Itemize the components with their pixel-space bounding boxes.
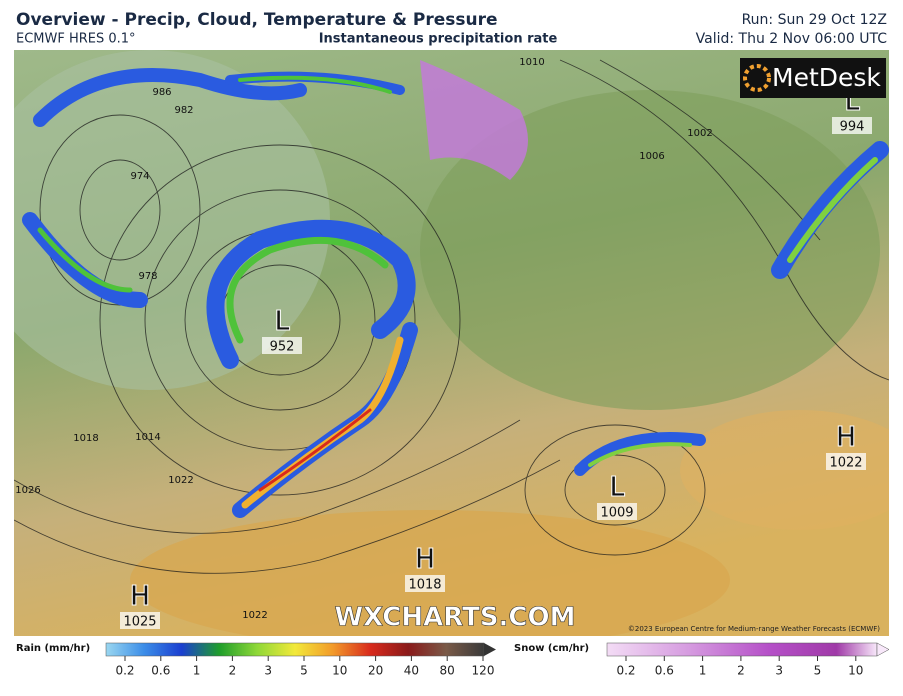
product: Instantaneous precipitation rate <box>319 32 558 47</box>
isobar-label: 1026 <box>15 485 40 496</box>
center-box <box>597 503 637 520</box>
center-value: 952 <box>270 340 295 355</box>
center-box <box>262 337 302 354</box>
rain-tick-label: 5 <box>300 664 308 678</box>
isobar-label: 1018 <box>73 433 98 444</box>
rain-tick-label: 120 <box>472 664 495 678</box>
snow-tick-label: 5 <box>814 664 822 678</box>
rain-legend-title: Rain (mm/hr) <box>16 643 90 654</box>
snow-legend-title: Snow (cm/hr) <box>514 643 589 654</box>
center-value: 1018 <box>408 578 441 593</box>
run: Run: Sun 29 Oct 12Z <box>742 12 887 28</box>
center-box <box>120 612 160 629</box>
isobar-label: 974 <box>130 171 149 182</box>
rain-arrow <box>484 643 496 656</box>
center-letter: H <box>415 545 435 575</box>
snow-tick-label: 0.2 <box>616 664 635 678</box>
isobar-label: 982 <box>174 105 193 116</box>
rain-tick-label: 1 <box>193 664 201 678</box>
center-letter: L <box>610 473 625 503</box>
isobar-label: 1006 <box>639 151 664 162</box>
logo: MetDesk <box>772 63 881 92</box>
center-letter: H <box>130 582 150 612</box>
center-letter: L <box>275 307 290 337</box>
center-value: 994 <box>840 120 865 135</box>
snow-tick-label: 2 <box>737 664 745 678</box>
isobar-label: 1014 <box>135 432 160 443</box>
rain-tick-label: 80 <box>440 664 455 678</box>
rain-tick-label: 0.2 <box>115 664 134 678</box>
isobar-label: 1022 <box>242 610 267 621</box>
isobar-label: 1002 <box>687 128 712 139</box>
copyright: ©2023 European Centre for Medium-range W… <box>628 625 880 633</box>
isobar-label: 1010 <box>519 57 544 68</box>
rain-tick-label: 20 <box>368 664 383 678</box>
rain-tick-label: 2 <box>229 664 237 678</box>
rain-tick-label: 10 <box>332 664 347 678</box>
snow-tick-label: 1 <box>699 664 707 678</box>
isobar-label: 986 <box>152 87 171 98</box>
model: ECMWF HRES 0.1° <box>16 32 136 47</box>
isobar-label: 1022 <box>168 475 193 486</box>
center-box <box>832 117 872 134</box>
center-box <box>405 575 445 592</box>
map: L994H1022L952L1009H1018H1025101010021006… <box>14 50 889 636</box>
snow-arrow <box>876 642 890 657</box>
snow-colorbar <box>606 642 878 657</box>
snow-tick-label: 3 <box>775 664 783 678</box>
center-value: 1022 <box>829 456 862 471</box>
rain-tick-label: 3 <box>264 664 272 678</box>
rain-colorbar <box>105 642 485 657</box>
logo-icon <box>743 64 771 92</box>
watermark: WXCHARTS.COM <box>334 603 575 633</box>
snow-tick-label: 10 <box>848 664 863 678</box>
center-letter: H <box>836 423 856 453</box>
center-value: 1025 <box>123 615 156 630</box>
center-value: 1009 <box>600 506 633 521</box>
center-box <box>826 453 866 470</box>
rain-tick-label: 0.6 <box>151 664 170 678</box>
logo-box <box>740 58 886 98</box>
isobar-label: 978 <box>138 271 157 282</box>
valid: Valid: Thu 2 Nov 06:00 UTC <box>696 31 888 47</box>
rain-tick-label: 40 <box>404 664 419 678</box>
snow-tick-label: 0.6 <box>655 664 674 678</box>
title: Overview - Precip, Cloud, Temperature & … <box>16 10 498 30</box>
